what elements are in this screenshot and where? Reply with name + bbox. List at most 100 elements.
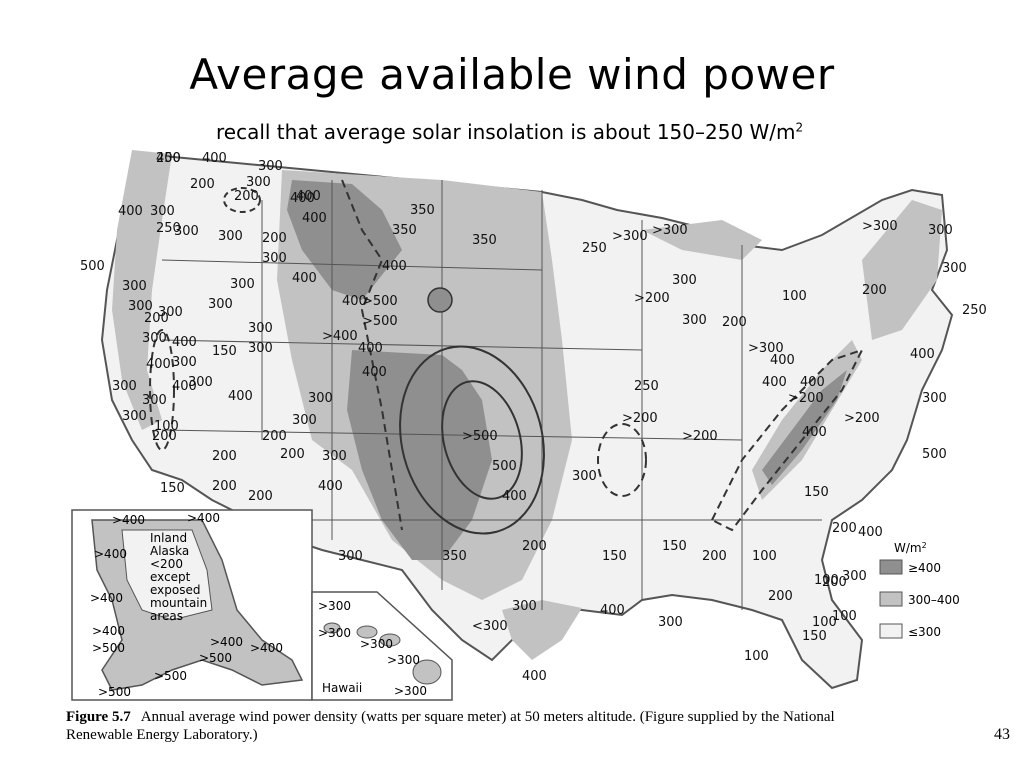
zone-mid-great-lakes — [642, 220, 762, 260]
map-value-label: 400 — [910, 347, 935, 362]
map-value-label: 300 — [128, 299, 153, 314]
slide-subtitle: recall that average solar insolation is … — [216, 120, 803, 144]
map-value-label: 400 — [358, 341, 383, 356]
map-value-label: 300 — [112, 379, 137, 394]
map-value-label: 300 — [842, 569, 867, 584]
alaska-label: >500 — [199, 651, 232, 665]
map-value-label: 200 — [262, 231, 287, 246]
map-value-label: >300 — [748, 341, 784, 356]
map-value-label: <300 — [472, 619, 508, 634]
zone-high-ridges — [762, 370, 847, 485]
map-value-label: 100 — [154, 419, 179, 434]
hawaii-island — [379, 633, 401, 647]
hawaii-label: >300 — [360, 637, 393, 651]
map-value-label: 300 — [246, 175, 271, 190]
map-value-label: 200 — [862, 283, 887, 298]
map-value-label: 300 — [322, 449, 347, 464]
alaska-label: >400 — [187, 511, 220, 525]
hawaii-inset: >300 >300 >300 >300 >300 Hawaii — [311, 591, 453, 701]
map-value-label: 300 — [142, 331, 167, 346]
wind-map: 400 400 200 300 300 200 300 400 250 300 300 200 400 3… — [62, 140, 1022, 724]
contour-dashed-ne — [223, 187, 261, 213]
map-value-label: 400 — [296, 189, 321, 204]
map-value-label: 200 — [262, 429, 287, 444]
map-value-label: 150 — [160, 481, 185, 496]
map-value-label: >300 — [612, 229, 648, 244]
map-value-label: 200 — [722, 315, 747, 330]
map-value-label: 400 — [290, 191, 315, 206]
map-value-label: 300 — [512, 599, 537, 614]
map-value-label: 100 — [832, 609, 857, 624]
hawaii-label: >300 — [318, 599, 351, 613]
map-value-label: 400 — [762, 375, 787, 390]
map-value-label: 350 — [472, 233, 497, 248]
legend-label: ≤300 — [908, 625, 941, 639]
map-value-label: >200 — [634, 291, 670, 306]
map-value-label: 200 — [768, 589, 793, 604]
map-value-label: 400 — [202, 151, 227, 166]
zone-high-northern-plains — [287, 180, 402, 300]
contour-dashed-rockies — [341, 179, 403, 531]
slide-title: Average available wind power — [189, 50, 835, 99]
hawaii-label: >300 — [387, 653, 420, 667]
map-value-label: 150 — [212, 344, 237, 359]
map-value-label: 200 — [280, 447, 305, 462]
subtitle-superscript: 2 — [795, 120, 804, 135]
hawaii-island — [356, 625, 378, 639]
map-value-label: 300 — [174, 224, 199, 239]
map-value-label: 300 — [188, 375, 213, 390]
map-value-label: 300 — [928, 223, 953, 238]
map-value-label: 300 — [258, 159, 283, 174]
map-value-label: 300 — [308, 391, 333, 406]
map-value-label: 400 — [522, 669, 547, 684]
map-value-label: 250 — [156, 151, 181, 166]
alaska-note-line: exposed — [150, 583, 200, 597]
map-value-label: 400 — [502, 489, 527, 504]
map-value-label: >300 — [652, 223, 688, 238]
alaska-label: >500 — [98, 685, 131, 699]
map-value-label: >200 — [788, 391, 824, 406]
alaska-label: >400 — [250, 641, 283, 655]
map-value-label: 400 — [172, 335, 197, 350]
contour-dashed-appalachian — [710, 348, 864, 532]
map-value-label: 250 — [156, 221, 181, 236]
map-value-label: 300 — [248, 341, 273, 356]
map-value-label: 150 — [662, 539, 687, 554]
hawaii-island — [412, 659, 442, 685]
map-value-label: 200 — [248, 489, 273, 504]
map-value-label: 500 — [922, 447, 947, 462]
page-number: 43 — [994, 726, 1010, 743]
alaska-inland — [121, 529, 213, 621]
map-value-label: 300 — [658, 615, 683, 630]
map-value-label: >200 — [682, 429, 718, 444]
map-value-label: 300 — [942, 261, 967, 276]
zone-mid-gulf — [502, 600, 582, 660]
hawaii-island — [323, 622, 341, 634]
alaska-note-line: mountain — [150, 596, 207, 610]
alaska-label: >400 — [112, 513, 145, 527]
map-value-label: >500 — [362, 314, 398, 329]
alaska-note-line: except — [150, 570, 191, 584]
contour-dashed-sw — [597, 423, 647, 497]
map-value-label: >200 — [622, 411, 658, 426]
alaska-note-line: areas — [150, 609, 183, 623]
map-value-label: 300 — [172, 355, 197, 370]
map-value-label: 400 — [118, 204, 143, 219]
alaska-label: >400 — [210, 635, 243, 649]
map-value-label: 300 — [142, 393, 167, 408]
map-value-label: 200 — [702, 549, 727, 564]
map-value-label: 400 — [228, 389, 253, 404]
alaska-note-line: Inland — [150, 531, 187, 545]
map-value-label: 300 — [122, 279, 147, 294]
map-value-label: 250 — [582, 241, 607, 256]
map-value-label: 400 — [318, 479, 343, 494]
map-value-label: 300 — [230, 277, 255, 292]
map-value-label: 300 — [922, 391, 947, 406]
contour-circle-wy — [427, 287, 453, 313]
map-value-label: 100 — [782, 289, 807, 304]
figure-label: Figure 5.7 — [66, 709, 131, 725]
map-value-label: 400 — [382, 259, 407, 274]
map-value-label: 300 — [122, 409, 147, 424]
